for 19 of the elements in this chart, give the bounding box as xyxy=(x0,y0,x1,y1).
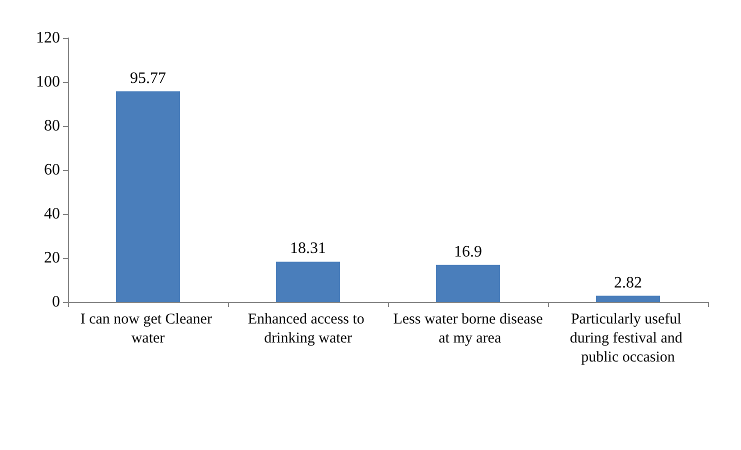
x-tick-label: I can now get Cleaner water xyxy=(80,312,216,346)
y-tick-label: 120 xyxy=(36,30,60,46)
y-tick-label: 40 xyxy=(44,206,60,222)
x-tick-label: Enhanced access to drinking water xyxy=(248,312,368,346)
y-tick-label: 100 xyxy=(36,74,60,90)
bar xyxy=(276,262,340,302)
x-tick-label: Particularly useful during festival and public occasion xyxy=(570,312,686,366)
y-tick-label: 0 xyxy=(52,294,60,310)
bar xyxy=(116,91,180,302)
data-label: 16.9 xyxy=(454,243,482,260)
y-tick-label: 20 xyxy=(44,250,60,266)
data-label: 18.31 xyxy=(290,240,326,258)
bar xyxy=(436,264,500,302)
bar xyxy=(596,296,660,302)
x-tick-label: Less water borne disease at my area xyxy=(393,312,544,346)
data-label: 2.82 xyxy=(614,274,642,292)
y-tick-label: 80 xyxy=(44,118,60,134)
y-tick-label: 60 xyxy=(44,162,60,178)
data-label: 95.77 xyxy=(130,70,166,87)
